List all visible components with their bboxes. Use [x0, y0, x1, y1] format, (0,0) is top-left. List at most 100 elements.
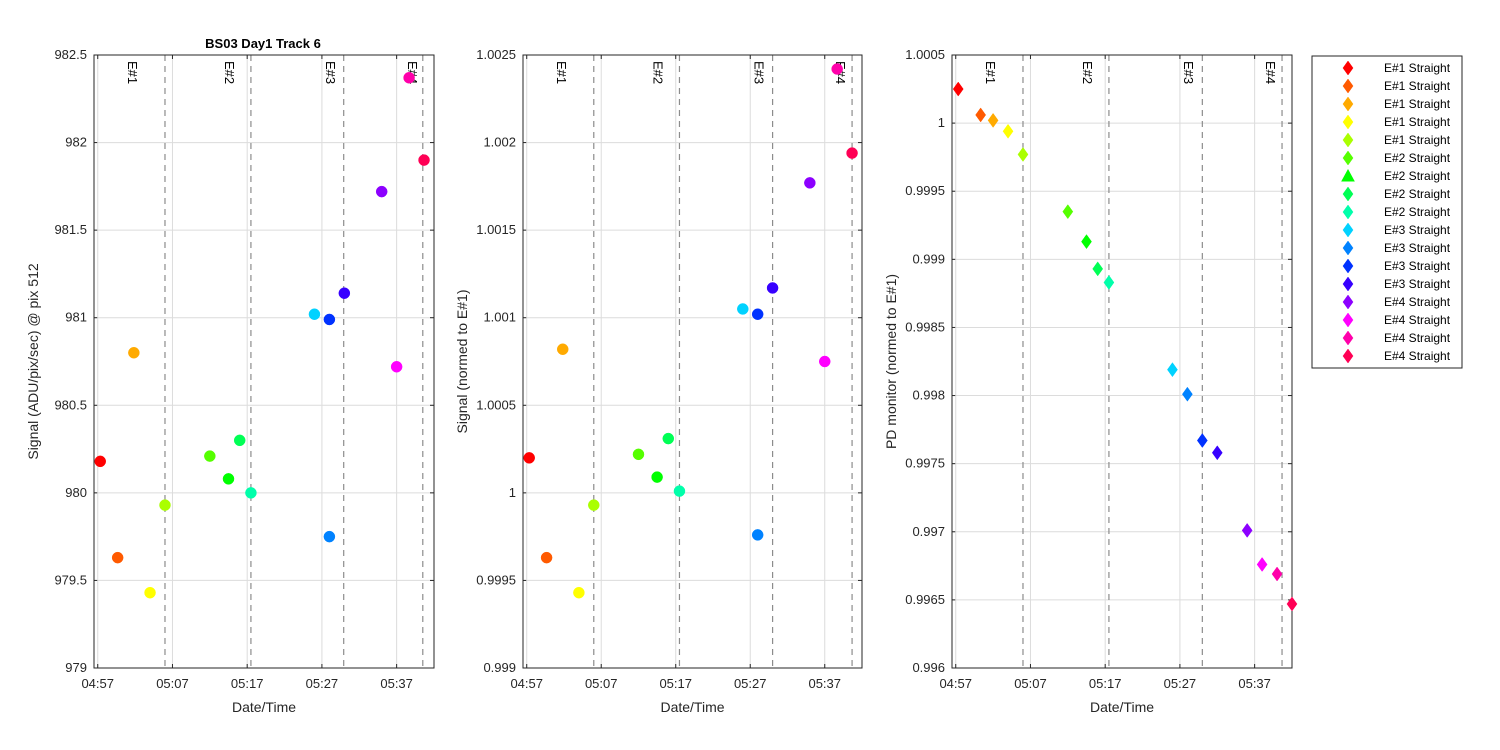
legend-label: E#2 Straight	[1384, 151, 1451, 165]
event-label: E#3	[1181, 61, 1196, 84]
data-point	[831, 63, 843, 75]
x-axis-label: Date/Time	[1090, 699, 1154, 715]
figure-title: BS03 Day1 Track 6	[205, 36, 321, 51]
plots: 979 979.5 980 980.5 981 981.5 982 982.5 04:57 05:…	[25, 47, 1298, 715]
data-point	[573, 586, 585, 599]
y-tick-label: 979	[65, 660, 87, 675]
y-tick-label: 1	[509, 485, 516, 500]
axes-box	[951, 54, 1293, 669]
data-point	[673, 485, 686, 497]
legend: E#1 Straight E#1 Straight E#1 Straight E#1 …	[1311, 55, 1463, 369]
legend-marker	[1342, 330, 1354, 346]
legend-label: E#4 Straight	[1384, 295, 1451, 309]
y-tick-label: 980	[65, 485, 87, 500]
y-tick-label: 1	[938, 115, 945, 130]
legend-marker	[1342, 186, 1354, 202]
data-point	[1182, 386, 1193, 402]
data-point	[766, 282, 779, 294]
data-point	[1017, 147, 1029, 162]
x-tick-label: 05:37	[1238, 676, 1271, 691]
data-point	[144, 586, 156, 599]
event-label: E#4	[1263, 61, 1278, 84]
event-label: E#1	[983, 61, 998, 84]
data-point	[1256, 557, 1268, 572]
y-tick-label: 1.002	[483, 135, 516, 150]
x-tick-label: 05:17	[659, 676, 692, 691]
y-tick-label: 1.0015	[476, 222, 516, 237]
legend-box	[1311, 55, 1463, 369]
legend-label: E#1 Straight	[1384, 61, 1451, 75]
data-point	[588, 499, 600, 511]
data-point	[233, 434, 246, 447]
chart-1: 979 979.5 980 980.5 981 981.5 982 982.5 04:57 05:…	[25, 47, 435, 715]
data-point	[846, 147, 858, 159]
data-point	[1271, 566, 1283, 582]
x-axis-label: Date/Time	[660, 699, 724, 715]
data-point	[987, 112, 999, 128]
data-point	[751, 529, 764, 541]
plot-area	[952, 55, 1292, 668]
event-label: E#3	[751, 61, 766, 84]
data-point	[952, 81, 964, 97]
x-tick-label: 05:17	[231, 676, 264, 691]
y-tick-label: 982.5	[54, 47, 87, 62]
legend-label: E#3 Straight	[1384, 241, 1451, 255]
y-tick-label: 0.9995	[905, 183, 945, 198]
legend-marker	[1342, 276, 1354, 292]
x-axis-label: Date/Time	[232, 699, 296, 715]
y-tick-label: 0.9995	[476, 572, 516, 587]
data-point	[818, 355, 831, 368]
data-point	[651, 471, 663, 483]
legend-marker	[1342, 78, 1354, 94]
data-point	[662, 432, 675, 445]
legend-label: E#1 Straight	[1384, 79, 1451, 93]
y-tick-label: 1.0005	[476, 397, 516, 412]
legend-label: E#3 Straight	[1384, 277, 1451, 291]
data-point	[204, 450, 216, 462]
y-tick-label: 0.999	[912, 251, 945, 266]
legend-marker	[1342, 96, 1354, 112]
data-point	[751, 308, 764, 320]
y-tick-label: 1.001	[483, 310, 516, 325]
legend-label: E#2 Straight	[1384, 187, 1451, 201]
legend-marker	[1342, 312, 1354, 328]
legend-marker	[1342, 348, 1354, 364]
y-tick-label: 979.5	[54, 572, 87, 587]
data-point	[1002, 123, 1014, 139]
data-point	[418, 154, 430, 166]
legend-marker	[1342, 258, 1354, 274]
data-point	[1196, 433, 1208, 448]
legend-label: E#4 Straight	[1384, 313, 1451, 327]
data-point	[556, 343, 569, 355]
data-point	[1211, 445, 1223, 461]
data-point	[375, 185, 388, 198]
y-tick-label: 0.9975	[905, 456, 945, 471]
event-label: E#2	[1080, 61, 1095, 84]
legend-label: E#4 Straight	[1384, 331, 1451, 345]
event-label: E#3	[323, 61, 338, 84]
data-point	[632, 448, 645, 461]
data-point	[1286, 596, 1298, 612]
data-point	[540, 551, 553, 564]
y-tick-label: 0.999	[483, 660, 516, 675]
y-tick-label: 0.9965	[905, 592, 945, 607]
data-point	[523, 452, 535, 464]
x-tick-label: 05:27	[734, 676, 767, 691]
axes-box	[93, 54, 435, 669]
legend-marker	[1342, 132, 1354, 148]
data-point	[1062, 204, 1074, 220]
legend-label: E#4 Straight	[1384, 349, 1451, 363]
data-point	[111, 551, 124, 564]
data-point	[323, 313, 336, 326]
event-label: E#2	[651, 61, 666, 84]
axes-box	[522, 54, 863, 669]
legend-marker	[1342, 222, 1354, 238]
y-tick-label: 981.5	[54, 222, 87, 237]
data-point	[804, 177, 816, 189]
data-point	[1167, 362, 1178, 378]
x-tick-label: 05:37	[380, 676, 413, 691]
data-point	[975, 107, 986, 123]
data-point	[403, 72, 415, 84]
legend-marker	[1342, 294, 1354, 310]
chart-3: 0.996 0.9965 0.997 0.9975 0.998 0.9985 0.999 0.…	[883, 47, 1298, 715]
